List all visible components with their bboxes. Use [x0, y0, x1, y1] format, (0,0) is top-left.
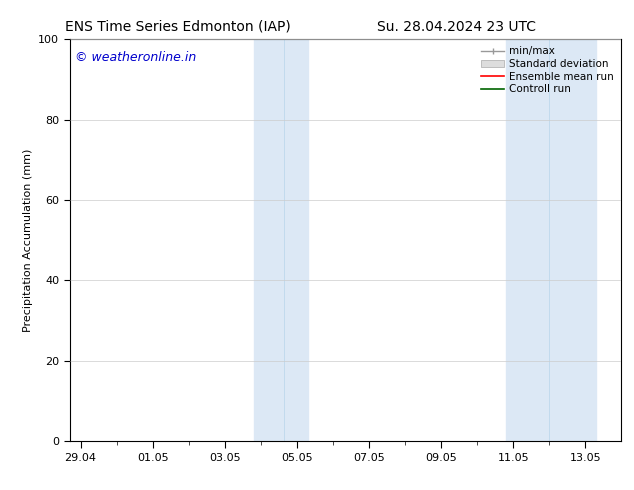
Bar [254, 39, 307, 441]
Bar [506, 39, 596, 441]
Y-axis label: Precipitation Accumulation (mm): Precipitation Accumulation (mm) [23, 148, 33, 332]
Text: © weatheronline.in: © weatheronline.in [75, 51, 197, 64]
Text: ENS Time Series Edmonton (IAP): ENS Time Series Edmonton (IAP) [65, 20, 290, 34]
Legend: min/max, Standard deviation, Ensemble mean run, Controll run: min/max, Standard deviation, Ensemble me… [479, 45, 616, 97]
Text: Su. 28.04.2024 23 UTC: Su. 28.04.2024 23 UTC [377, 20, 536, 34]
